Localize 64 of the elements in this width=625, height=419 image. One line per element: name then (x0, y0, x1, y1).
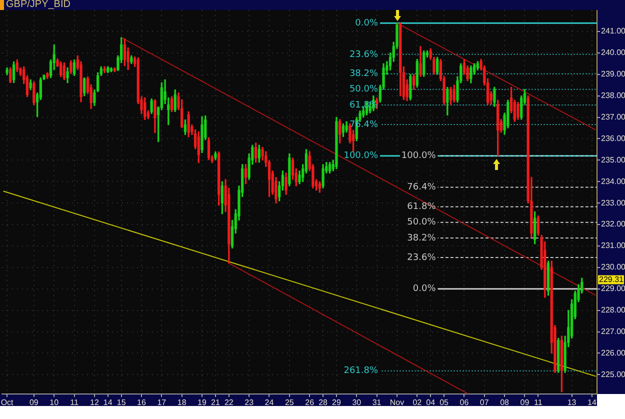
y-tick-label: 236.00 (601, 134, 625, 143)
y-tick-label: 235.00 (601, 155, 625, 164)
x-tick-label: 11 (534, 398, 543, 408)
y-tick-label: 227.00 (601, 326, 625, 336)
x-tick-label: 05 (440, 398, 450, 408)
annotation: 38.2% (407, 233, 436, 244)
y-tick-label: 233.00 (601, 198, 625, 208)
annotation: 50.0% (349, 84, 378, 95)
annotation: 76.4% (407, 182, 436, 193)
y-tick-label: 238.00 (601, 91, 625, 100)
x-tick-label: 25 (284, 398, 294, 408)
x-tick-label: 11 (70, 398, 79, 408)
x-tick-label: 17 (157, 398, 167, 408)
annotation: 100.0% (344, 151, 378, 162)
x-tick-label: 23 (244, 398, 254, 408)
x-tick-label: 07 (480, 398, 490, 408)
x-tick-label: 24 (264, 398, 274, 408)
x-tick-label: 14 (103, 398, 113, 408)
x-tick-label: Nov (390, 398, 404, 408)
x-tick-label: 29 (332, 398, 342, 408)
text: 229.31 (599, 274, 624, 284)
x-tick-label: 09 (29, 398, 39, 408)
annotation: 50.0% (407, 218, 436, 228)
y-tick-label: 229.00 (601, 284, 625, 294)
annotation: 261.8% (344, 366, 378, 376)
x-tick-label: Oct (0, 398, 14, 408)
annotation: 0.0% (412, 284, 436, 294)
y-tick-label: 225.00 (601, 370, 625, 379)
x-tick-label: 26 (305, 398, 315, 408)
x-tick-label: 15 (116, 398, 126, 408)
annotation: 23.6% (349, 50, 378, 60)
x-tick-label: 10 (50, 398, 60, 408)
annotation: 100.0% (401, 151, 436, 162)
x-tick-label: 19 (198, 398, 208, 408)
y-tick-label: 228.00 (601, 306, 625, 315)
x-tick-label: 31 (372, 398, 382, 408)
x-tick-label: 22 (224, 398, 234, 408)
chart-title: GBP/JPY_BID (6, 0, 70, 10)
y-tick-label: 231.00 (601, 241, 625, 250)
x-tick-label: 04 (426, 398, 436, 408)
x-tick-label: 30 (352, 398, 362, 408)
annotation: 61.8% (407, 202, 436, 212)
x-tick-label: 08 (500, 398, 510, 408)
x-tick-label: 28 (318, 398, 328, 408)
y-tick-label: 234.00 (601, 176, 625, 186)
annotation: 0.0% (355, 18, 378, 28)
y-tick-label: 237.00 (601, 112, 625, 122)
y-tick-label: 239.00 (601, 70, 625, 79)
y-tick-label: 230.00 (601, 262, 625, 272)
x-tick-label: 06 (460, 398, 470, 408)
y-tick-label: 232.00 (601, 220, 625, 229)
x-tick-label: 12 (90, 398, 100, 408)
x-tick-label: 18 (177, 398, 187, 408)
x-tick-label: 21 (211, 398, 220, 408)
y-tick-label: 241.00 (601, 26, 625, 36)
x-tick-label: 14 (588, 398, 597, 408)
annotation: 23.6% (407, 252, 436, 263)
x-tick-label: 16 (137, 398, 146, 408)
annotation: 38.2% (349, 69, 378, 80)
y-tick-label: 240.00 (601, 48, 625, 58)
x-tick-label: 13 (567, 398, 577, 408)
x-tick-label: 02 (412, 398, 422, 408)
x-tick-label: 09 (520, 398, 530, 408)
y-tick-label: 226.00 (601, 348, 625, 358)
